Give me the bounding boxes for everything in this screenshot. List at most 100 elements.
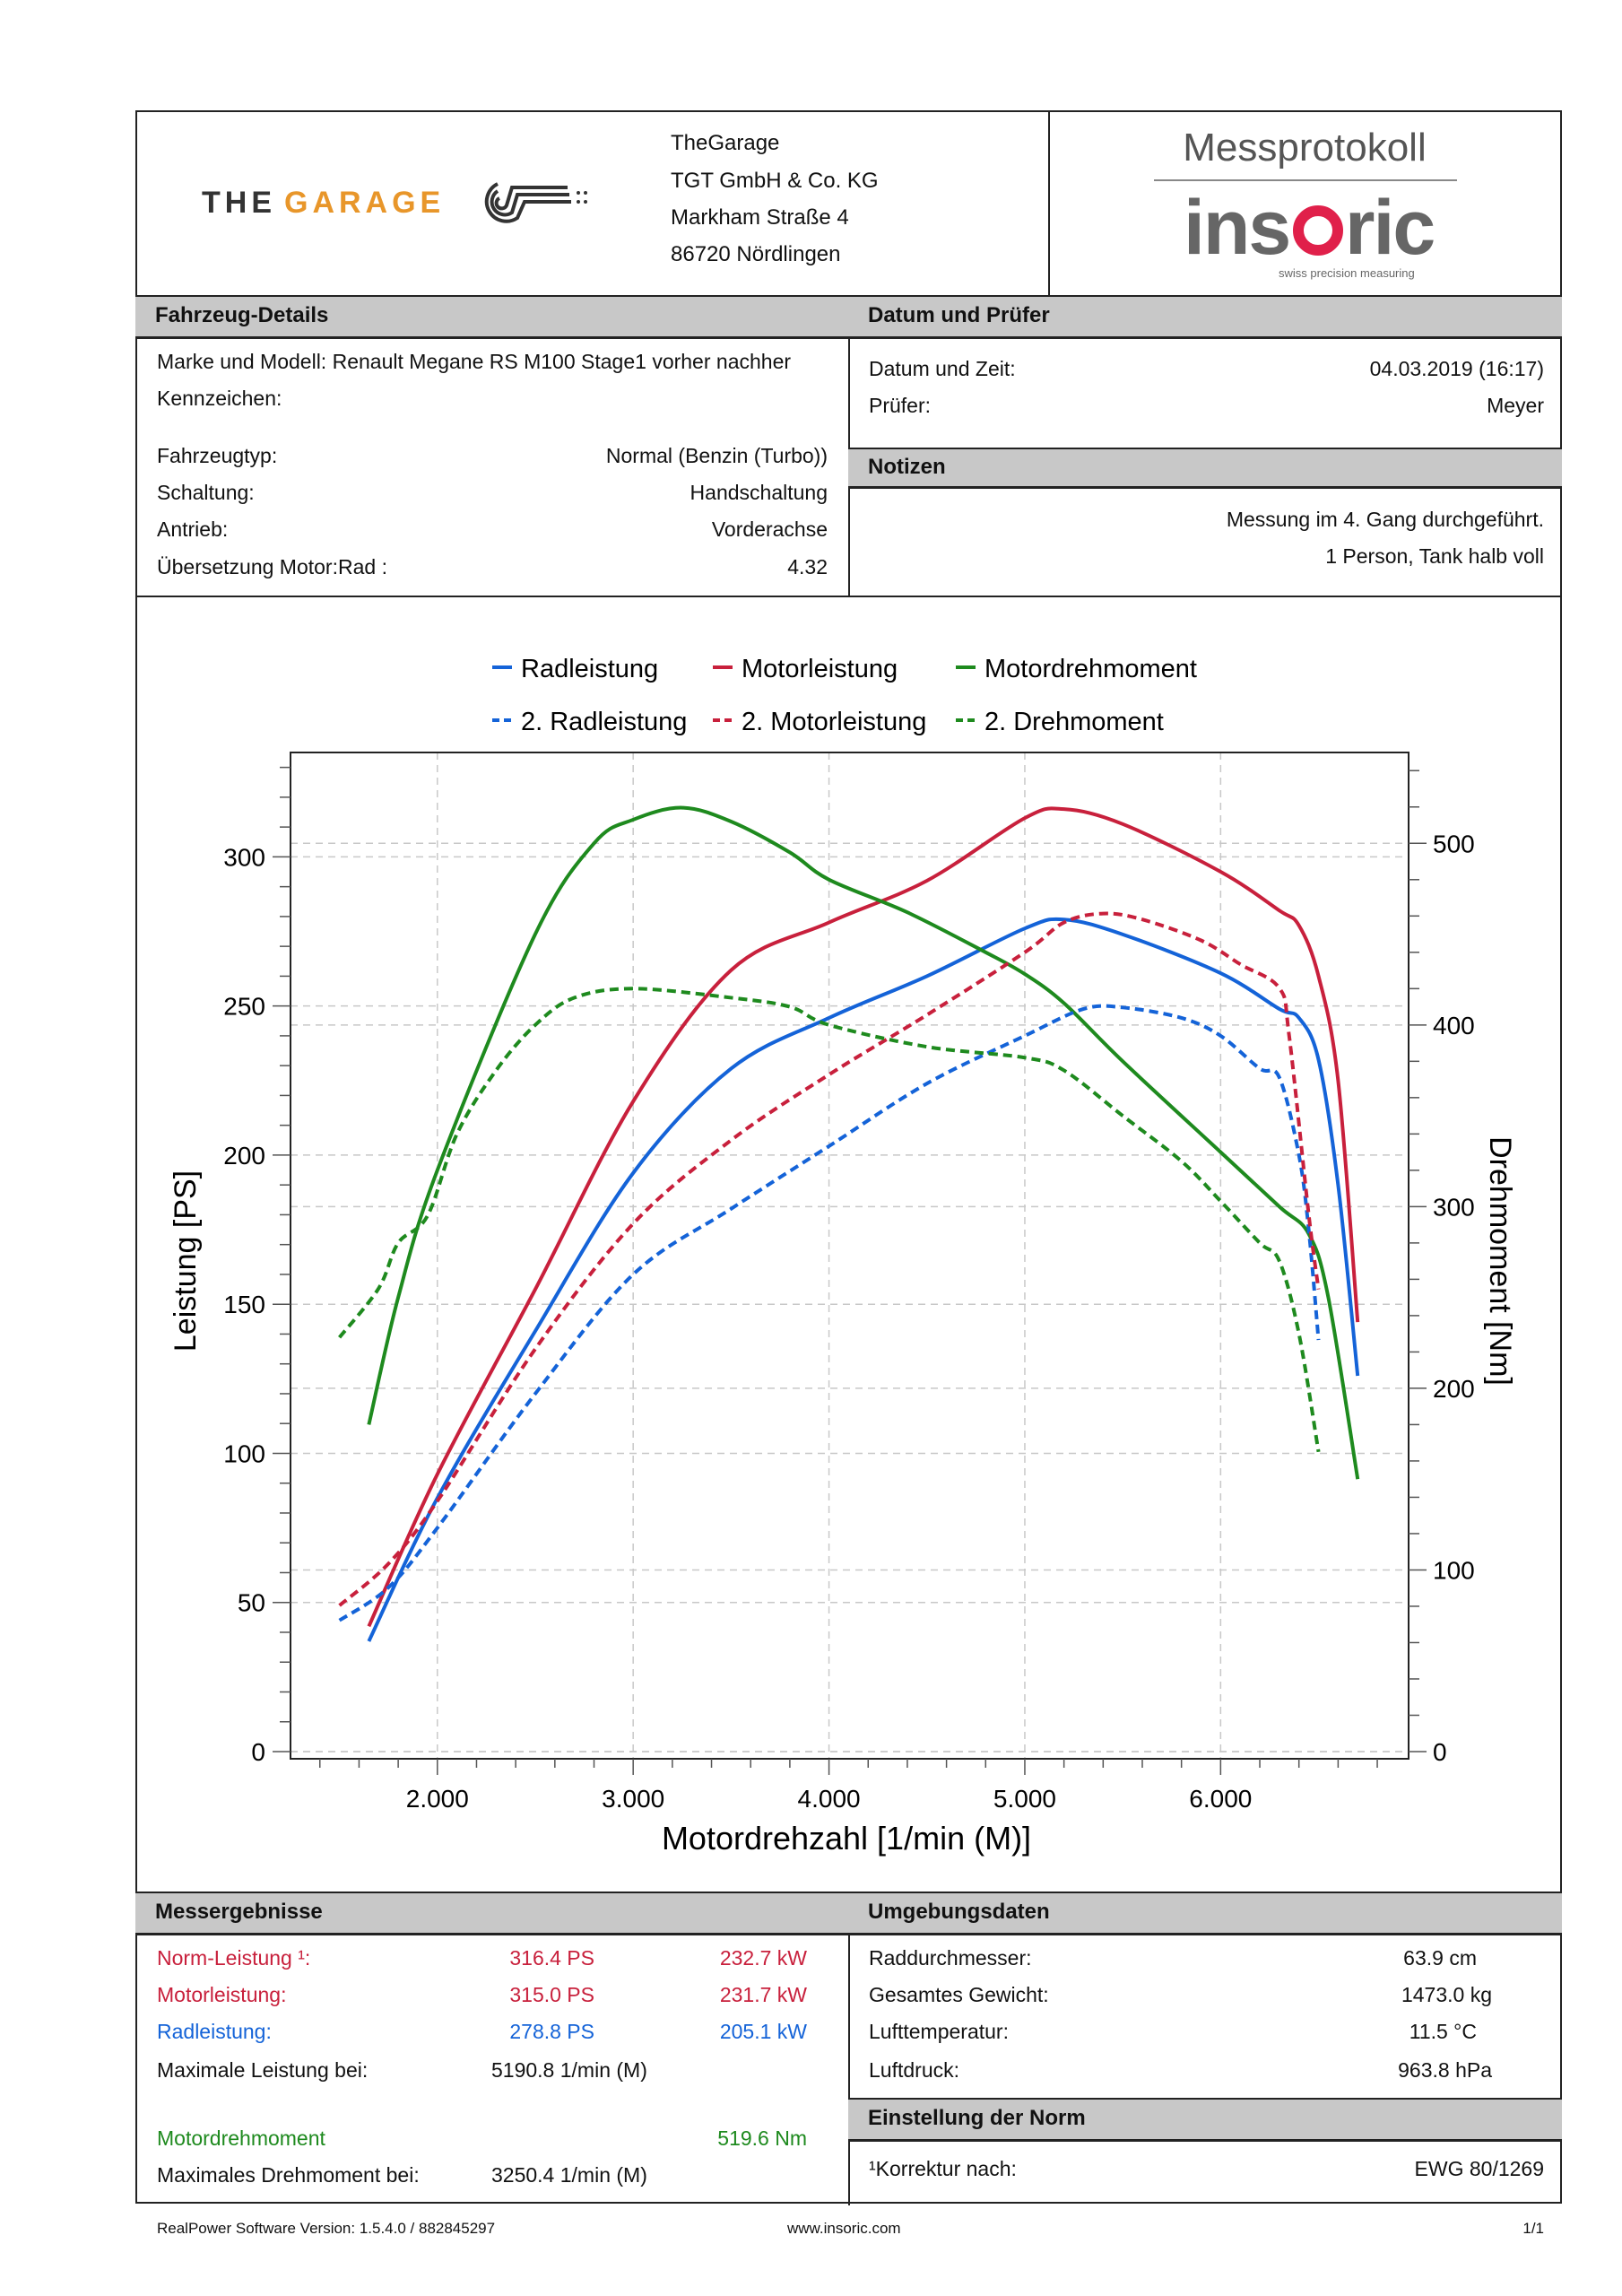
gearbox-value: Handschaltung (690, 481, 828, 504)
ratio-value: 4.32 (787, 555, 828, 578)
norm-power-ps: 316.4 PS (509, 1946, 594, 1970)
section-header-results: Messergebnisse (135, 1892, 850, 1935)
address-line: Markham Straße 4 (671, 205, 849, 230)
section-header-date: Datum und Prüfer (848, 295, 1562, 339)
insoric-logo: ins ric swiss precision measuring (1184, 184, 1453, 287)
y-tick-label: 300 (223, 843, 265, 871)
norm-power-label: Norm-Leistung ¹: (157, 1946, 311, 1970)
website-link[interactable]: www.insoric.com (787, 2220, 901, 2237)
norm-power-kw: 232.7 kW (719, 1946, 807, 1970)
y2-tick-label: 500 (1433, 830, 1475, 857)
section-header-vehicle: Fahrzeug-Details (135, 295, 850, 339)
section-header-environment: Umgebungsdaten (848, 1892, 1562, 1935)
torque-label: Motordrehmoment (157, 2126, 325, 2150)
examiner-value: Meyer (1487, 394, 1544, 417)
page-number: 1/1 (1522, 2220, 1544, 2237)
max-torque-rpm-value: 3250.4 1/min (M) (491, 2163, 647, 2187)
y2-tick-label: 300 (1433, 1193, 1475, 1221)
x-tick-label: 2.000 (406, 1785, 469, 1813)
y-tick-label: 250 (223, 993, 265, 1021)
section-header-notes: Notizen (848, 448, 1562, 489)
x-tick-label: 4.000 (798, 1785, 861, 1813)
y-axis-title: Leistung [PS] (169, 1170, 203, 1352)
software-version: RealPower Software Version: 1.5.4.0 / 88… (157, 2220, 496, 2237)
address-line: 86720 Nördlingen (671, 242, 841, 266)
x-tick-label: 5.000 (993, 1785, 1056, 1813)
legend-label: 2. Radleistung (521, 708, 687, 736)
x-tick-label: 6.000 (1189, 1785, 1252, 1813)
drive-label: Antrieb: (157, 517, 229, 541)
x-axis-title: Motordrehzahl [1/min (M)] (662, 1820, 1031, 1857)
legend-label: Radleistung (521, 655, 658, 683)
y2-tick-label: 0 (1433, 1738, 1447, 1766)
air-temp-label: Lufttemperatur: (869, 2020, 1009, 2043)
legend-label: 2. Drehmoment (984, 708, 1164, 736)
title-rule (1154, 179, 1457, 181)
series-2-motorleistung (338, 911, 1321, 1607)
svg-text:ins: ins (1184, 185, 1289, 271)
section-header-norm: Einstellung der Norm (848, 2098, 1562, 2142)
y2-tick-label: 200 (1433, 1375, 1475, 1403)
y2-tick-label: 100 (1433, 1556, 1475, 1584)
correction-value: EWG 80/1269 (1414, 2157, 1544, 2180)
thegarage-logo: THE GARAGE (202, 175, 596, 233)
weight-label: Gesamtes Gewicht: (869, 1983, 1049, 2006)
vehicle-type-label: Fahrzeugtyp: (157, 444, 278, 467)
plate-label: Kennzeichen: (157, 387, 282, 410)
series-2-drehmoment (338, 987, 1321, 1453)
series-motorleistung (367, 806, 1360, 1628)
y-tick-label: 0 (251, 1738, 265, 1766)
engine-power-kw: 231.7 kW (719, 1983, 807, 2006)
weight-value: 1473.0 kg (1401, 1983, 1492, 2006)
legend-label: Motordrehmoment (984, 655, 1197, 683)
gearbox-label: Schaltung: (157, 481, 255, 504)
note-line: 1 Person, Tank halb voll (1325, 544, 1544, 568)
insoric-tagline: swiss precision measuring (1279, 266, 1415, 280)
y2-tick-label: 400 (1433, 1012, 1475, 1039)
header-divider (1048, 110, 1050, 296)
address-line: TGT GmbH & Co. KG (671, 169, 879, 193)
wheel-diameter-label: Raddurchmesser: (869, 1946, 1032, 1970)
note-line: Messung im 4. Gang durchgeführt. (1226, 508, 1544, 531)
max-torque-rpm-label: Maximales Drehmoment bei: (157, 2163, 420, 2187)
ratio-label: Übersetzung Motor:Rad : (157, 555, 387, 578)
column-divider-bottom (848, 1892, 850, 2205)
plot-area (290, 752, 1409, 1760)
wheel-power-label: Radleistung: (157, 2020, 272, 2043)
wheel-diameter-value: 63.9 cm (1403, 1946, 1477, 1970)
y-tick-label: 200 (223, 1142, 265, 1170)
air-pressure-label: Luftdruck: (869, 2058, 959, 2082)
svg-text:GARAGE: GARAGE (284, 186, 445, 220)
model-line: Marke und Modell: Renault Megane RS M100… (157, 350, 792, 373)
y-tick-label: 50 (238, 1589, 265, 1617)
max-power-rpm-label: Maximale Leistung bei: (157, 2058, 369, 2082)
wheel-power-ps: 278.8 PS (509, 2020, 594, 2043)
svg-text:ric: ric (1345, 185, 1434, 271)
section-divider (135, 596, 1562, 597)
legend-label: Motorleistung (742, 655, 898, 683)
engine-power-label: Motorleistung: (157, 1983, 287, 2006)
x-tick-label: 3.000 (602, 1785, 664, 1813)
y-tick-label: 150 (223, 1291, 265, 1318)
air-temp-value: 11.5 °C (1409, 2020, 1477, 2043)
y2-axis-title: Drehmoment [Nm] (1483, 1136, 1517, 1386)
legend-label: 2. Motorleistung (742, 708, 926, 736)
wheel-power-kw: 205.1 kW (719, 2020, 807, 2043)
drive-value: Vorderachse (711, 517, 828, 541)
torque-value: 519.6 Nm (717, 2126, 807, 2150)
doc-title: Messprotokoll (1183, 126, 1427, 170)
examiner-label: Prüfer: (869, 394, 932, 417)
engine-power-ps: 315.0 PS (509, 1983, 594, 2006)
max-power-rpm-value: 5190.8 1/min (M) (491, 2058, 647, 2082)
datetime-label: Datum und Zeit: (869, 357, 1016, 380)
series-motordrehmoment (367, 805, 1360, 1480)
vehicle-type-value: Normal (Benzin (Turbo)) (605, 444, 828, 467)
correction-label: ¹Korrektur nach: (869, 2157, 1017, 2180)
datetime-value: 04.03.2019 (16:17) (1369, 357, 1544, 380)
address-line: TheGarage (671, 131, 780, 155)
column-divider (848, 296, 850, 596)
series-radleistung (367, 917, 1360, 1642)
y-tick-label: 100 (223, 1439, 265, 1467)
svg-text:THE: THE (202, 186, 276, 220)
